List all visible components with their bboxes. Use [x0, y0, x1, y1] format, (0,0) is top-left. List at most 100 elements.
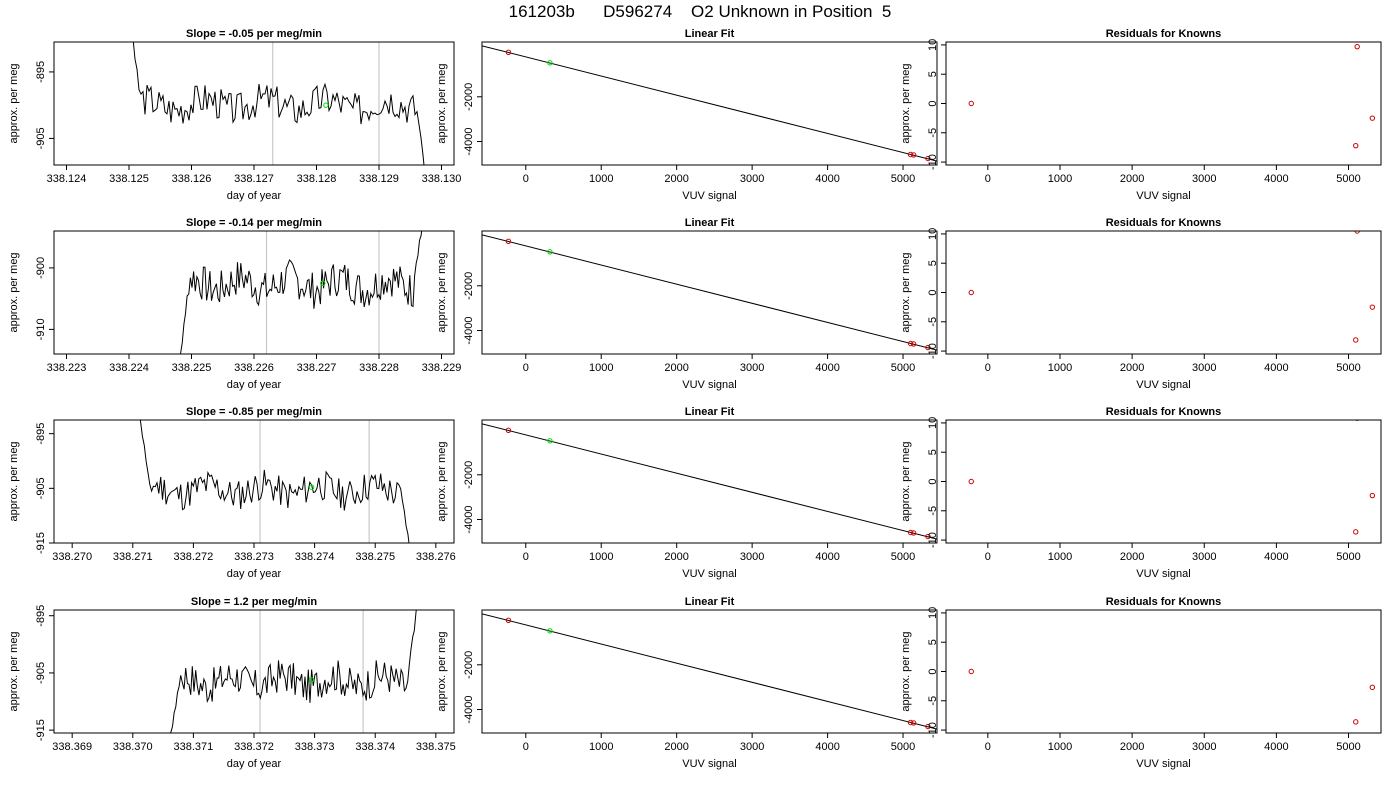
y-axis-label: approx. per meg — [8, 252, 20, 332]
x-tick-label: 2000 — [664, 741, 688, 753]
figure-title: 161203b D596274 O2 Unknown in Position 5 — [508, 2, 892, 21]
fit-line — [482, 45, 937, 162]
x-tick-label: 338.126 — [172, 173, 212, 185]
panel-time-series-1: Slope = -0.05 per meg/min day of year appr… — [8, 28, 462, 202]
x-tick-label: 2000 — [1120, 741, 1144, 753]
plot-area — [968, 668, 1376, 725]
y-axis-label: approx. per meg — [8, 441, 20, 521]
x-tick-label: 0 — [523, 362, 529, 374]
known-point — [910, 341, 917, 347]
panel-title: Linear Fit — [685, 28, 735, 40]
x-tick-label: 3000 — [1192, 173, 1216, 185]
x-axis-label: day of year — [227, 379, 282, 391]
x-tick-label: 4000 — [815, 741, 839, 753]
panel-linear-fit-2: Linear Fit VUV signal approx. per meg 0 1000… — [436, 217, 938, 391]
y-axis-label: approx. per meg — [8, 631, 20, 711]
x-tick-label: 338.375 — [416, 741, 456, 753]
x-axis-label: VUV signal — [1136, 379, 1190, 391]
y-tick-label: 10 — [927, 228, 939, 240]
unknown-point — [547, 628, 553, 634]
plot-frame — [945, 609, 1382, 734]
known-point — [505, 427, 512, 433]
x-tick-label: 3000 — [740, 741, 764, 753]
x-axis-label: VUV signal — [682, 568, 736, 580]
x-tick-label: 338.374 — [355, 741, 395, 753]
x-tick-label: 1000 — [1048, 741, 1072, 753]
y-tick-label: 10 — [927, 417, 939, 429]
x-tick-label: 338.125 — [109, 173, 149, 185]
unknown-mean-point — [308, 677, 315, 683]
x-tick-label: 2000 — [664, 551, 688, 563]
plot-area — [170, 610, 417, 733]
x-tick-label: 0 — [985, 362, 991, 374]
trace-line — [139, 420, 410, 543]
x-tick-label: 0 — [523, 551, 529, 563]
panel-linear-fit-1: Linear Fit VUV signal approx. per meg 0 1000… — [436, 28, 938, 202]
fit-line — [482, 234, 937, 351]
y-tick-label: -5 — [927, 317, 939, 327]
x-tick-label: 338.128 — [297, 173, 337, 185]
y-tick-label: -895 — [35, 423, 47, 445]
x-tick-label: 1000 — [1048, 551, 1072, 563]
x-tick-label: 338.270 — [52, 551, 92, 563]
x-tick-label: 338.274 — [295, 551, 335, 563]
plot-area — [132, 42, 425, 165]
x-tick-label: 0 — [985, 173, 991, 185]
unknown-mean-point — [308, 484, 315, 490]
x-tick-label: 4000 — [1264, 551, 1288, 563]
plot-area — [139, 420, 410, 543]
unknown-point — [547, 60, 553, 66]
panel-title: Linear Fit — [685, 217, 735, 229]
x-tick-label: 338.130 — [422, 173, 462, 185]
x-tick-label: 1000 — [589, 551, 613, 563]
y-tick-label: -910 — [35, 318, 47, 340]
x-axis-label: day of year — [227, 568, 282, 580]
x-tick-label: 5000 — [1336, 741, 1360, 753]
known-point — [505, 238, 512, 244]
x-tick-label: 4000 — [815, 551, 839, 563]
known-point — [907, 529, 914, 536]
residual-point — [1353, 142, 1359, 149]
plot-frame — [481, 41, 938, 166]
x-tick-label: 338.223 — [47, 362, 87, 374]
plot-frame — [53, 609, 455, 734]
panel-title: Linear Fit — [685, 596, 735, 608]
unknown-point — [547, 249, 553, 255]
residual-point — [1353, 529, 1359, 535]
residual-point — [968, 289, 974, 296]
plot-area — [482, 613, 937, 730]
x-axis-label: VUV signal — [1136, 190, 1190, 202]
residual-point — [1369, 684, 1376, 691]
x-tick-label: 338.224 — [109, 362, 149, 374]
panel-linear-fit-3: Linear Fit VUV signal approx. per meg 0 1000… — [436, 406, 938, 580]
y-tick-label: -900 — [35, 257, 47, 279]
y-tick-label: -4000 — [463, 127, 475, 155]
known-point — [505, 617, 512, 623]
y-tick-label: -2000 — [463, 461, 475, 489]
y-tick-label: 0 — [927, 289, 939, 295]
x-tick-label: 0 — [523, 741, 529, 753]
known-point — [907, 340, 914, 347]
y-tick-label: -5 — [927, 506, 939, 516]
panel-title: Linear Fit — [685, 406, 735, 418]
known-point — [910, 530, 917, 536]
x-axis-label: VUV signal — [1136, 568, 1190, 580]
x-tick-label: 5000 — [1336, 551, 1360, 563]
x-tick-label: 5000 — [1336, 362, 1360, 374]
x-axis-label: day of year — [227, 190, 282, 202]
x-tick-label: 338.226 — [234, 362, 274, 374]
x-tick-label: 338.273 — [234, 551, 274, 563]
x-tick-label: 338.369 — [52, 741, 92, 753]
y-axis-label: approx. per meg — [436, 441, 448, 521]
y-tick-label: -4000 — [463, 316, 475, 344]
y-axis-label: approx. per meg — [8, 63, 20, 143]
x-tick-label: 3000 — [740, 362, 764, 374]
panel-linear-fit-4: Linear Fit VUV signal approx. per meg 0 1000… — [436, 596, 938, 770]
x-tick-label: 5000 — [1336, 173, 1360, 185]
known-point — [925, 723, 931, 730]
x-tick-label: 5000 — [891, 551, 915, 563]
panel-time-series-4: Slope = 1.2 per meg/min day of year approx… — [8, 596, 456, 770]
y-tick-label: -2000 — [463, 83, 475, 111]
